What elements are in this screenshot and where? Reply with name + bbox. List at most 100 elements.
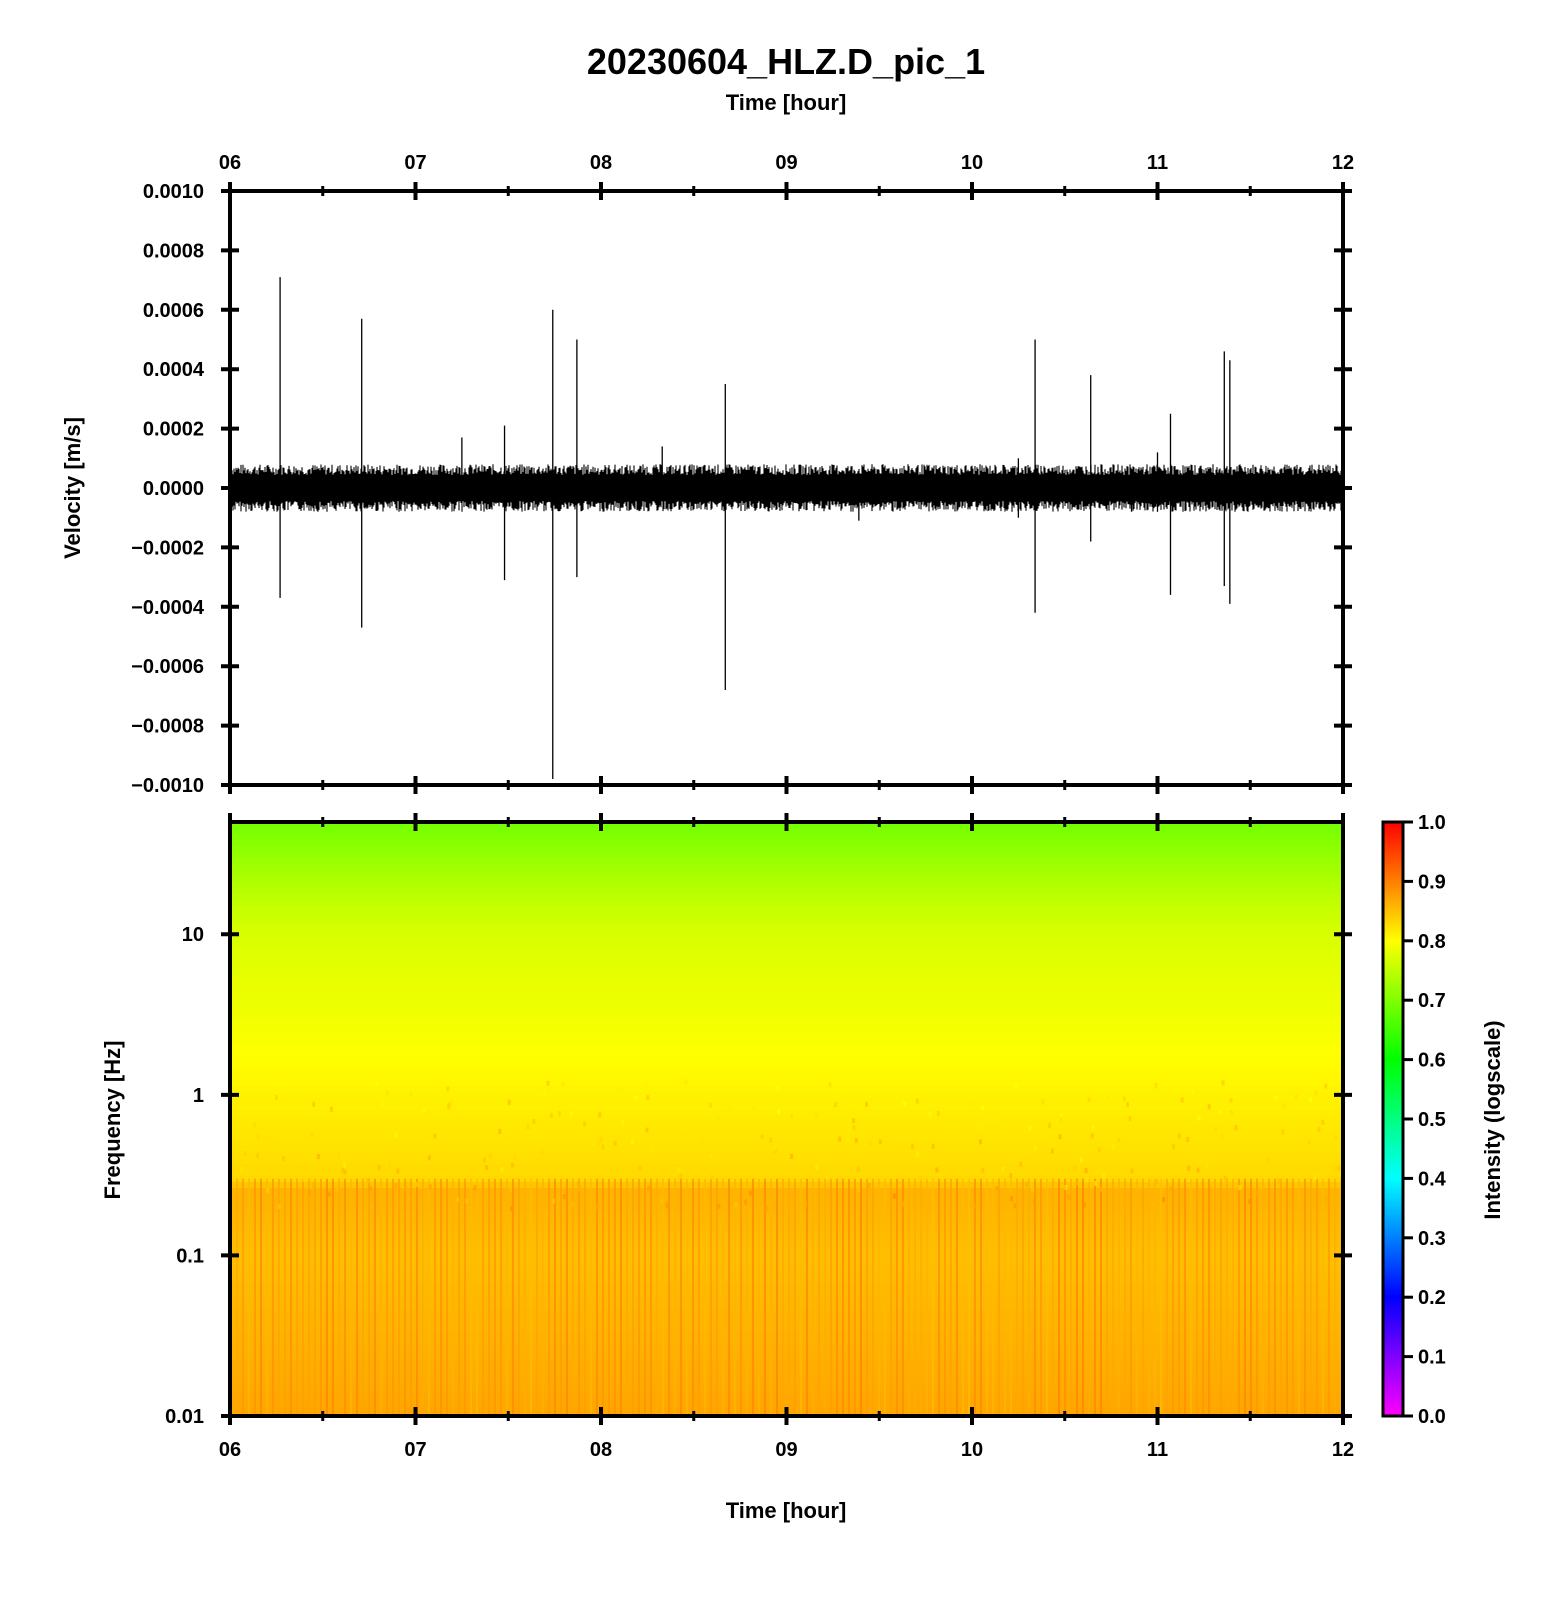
spectrogram-speckle [903,1101,907,1107]
spectrogram-speckle [1014,1082,1018,1088]
spectrogram-speckle [1026,1151,1030,1157]
spectrogram-band [230,1356,1343,1363]
spectrogram-speckle [715,1116,719,1122]
spectrogram-band [230,960,1343,967]
spectrogram-image [230,822,1343,1417]
spectrogram-speckle [638,1165,642,1171]
spectrogram-speckle [366,1178,370,1184]
spectrogram-stripe [422,1178,424,1416]
spectrogram-stripe [1142,1178,1144,1416]
spectrogram-speckle [1207,1104,1211,1110]
spectrogram-stripe [1214,1178,1216,1416]
spectrogram-stripe [1010,1178,1012,1416]
bottom-x-tick-label: 06 [219,1439,241,1461]
spectrogram-speckle [790,1153,794,1159]
spectrogram-stripe [542,1178,544,1416]
spectrogram-stripe [1160,1178,1162,1416]
velocity-tick-label: 0.0010 [143,181,204,203]
spectrogram-speckle [1106,1096,1110,1102]
spectrogram-stripe [824,1178,826,1416]
spectrogram-stripe [746,1178,748,1416]
spectrogram-speckle [748,1146,752,1152]
spectrogram-speckle [1313,1174,1317,1180]
spectrogram-speckle [1090,1133,1094,1139]
spectrogram-stripe [1322,1178,1324,1416]
spectrogram-stripe [560,1178,562,1416]
bottom-x-tick-label: 11 [1147,1439,1168,1461]
spectrogram-speckle [1074,1180,1078,1186]
spectrogram-band [230,1290,1343,1297]
spectrogram-band [230,1344,1343,1351]
spectrogram-band [230,1314,1343,1321]
spectrogram-stripe [578,1178,580,1416]
spectrogram-stripe [680,1178,682,1416]
spectrogram-speckle [243,1151,247,1157]
spectrogram-stripe [728,1178,730,1416]
spectrogram-speckle [576,1181,580,1187]
spectrogram-stripe [236,1178,238,1416]
spectrogram-stripe [284,1178,286,1416]
spectrogram-speckle [990,1117,994,1123]
spectrogram-speckle [1001,1166,1005,1172]
spectrogram-stripe [656,1178,658,1416]
spectrogram-band [230,876,1343,883]
spectrogram-speckle [433,1133,437,1139]
spectrogram-band [230,1392,1343,1399]
spectrogram-stripe [290,1178,292,1416]
spectrogram-stripe [686,1178,688,1416]
spectrogram-speckle [256,1134,260,1140]
spectrogram-band [230,1242,1343,1249]
spectrogram-band [230,1206,1343,1213]
spectrogram-speckle [570,1201,574,1207]
spectrogram-stripe [494,1178,496,1416]
colorbar-tick-label: 0.4 [1418,1168,1447,1190]
spectrogram-speckle [543,1090,547,1096]
spectrogram-stripe [416,1178,418,1416]
spectrogram-stripe [356,1178,358,1416]
spectrogram-stripe [320,1178,322,1416]
spectrogram-speckle [1117,1137,1121,1143]
spectrogram-speckle [532,1118,536,1124]
spectrogram-speckle [995,1185,999,1191]
spectrogram-speckle [375,1080,379,1086]
spectrogram-speckle [596,1203,600,1209]
spectrogram-band [230,1188,1343,1195]
spectrogram-speckle [1048,1138,1052,1144]
spectrogram-stripe [380,1178,382,1416]
spectrogram-band [230,1176,1343,1183]
spectrogram-speckle [700,1138,704,1144]
colorbar-tick-label: 0.8 [1418,931,1446,953]
spectrogram-band [230,1260,1343,1267]
spectrogram-stripe [968,1178,970,1416]
spectrogram-speckle [710,1174,714,1180]
spectrogram-stripe [902,1178,904,1416]
spectrogram-band [230,1164,1343,1171]
spectrogram-speckle [601,1144,605,1150]
waveform-trace [229,277,1344,780]
spectrogram-stripe [338,1178,340,1416]
spectrogram-stripe [980,1178,982,1416]
spectrogram-speckle [302,1176,306,1182]
spectrogram-speckle [377,1165,381,1171]
top-x-tick-label: 12 [1332,152,1354,174]
spectrogram-band [230,1128,1343,1135]
spectrogram-speckle [980,1105,984,1111]
spectrogram-speckle [371,1204,375,1210]
spectrogram-stripe [512,1178,514,1416]
spectrogram-stripe [1088,1178,1090,1416]
spectrogram-band [230,1350,1343,1357]
spectrogram-speckle [385,1090,389,1096]
spectrogram-band [230,1152,1343,1159]
waveform-ticks: 06 07 08 09 10 11 12 0.0010 0.0008 0.0006 0.0004 0.… [131,152,1354,797]
waveform-panel: 06 07 08 09 10 11 12 0.0010 0.0008 0.0006 0.0004 0.… [60,152,1354,797]
bottom-x-tick-label: 10 [961,1439,983,1461]
spectrogram-stripe [758,1178,760,1416]
spectrogram-speckle [343,1169,347,1175]
spectrogram-speckle [409,1091,413,1097]
spectrogram-speckle [634,1095,638,1101]
spectrogram-stripe [806,1178,808,1416]
top-x-tick-label: 11 [1147,152,1168,174]
spectrogram-speckle [1058,1134,1062,1140]
spectrogram-band [230,1104,1343,1111]
spectrogram-band [230,1134,1343,1141]
